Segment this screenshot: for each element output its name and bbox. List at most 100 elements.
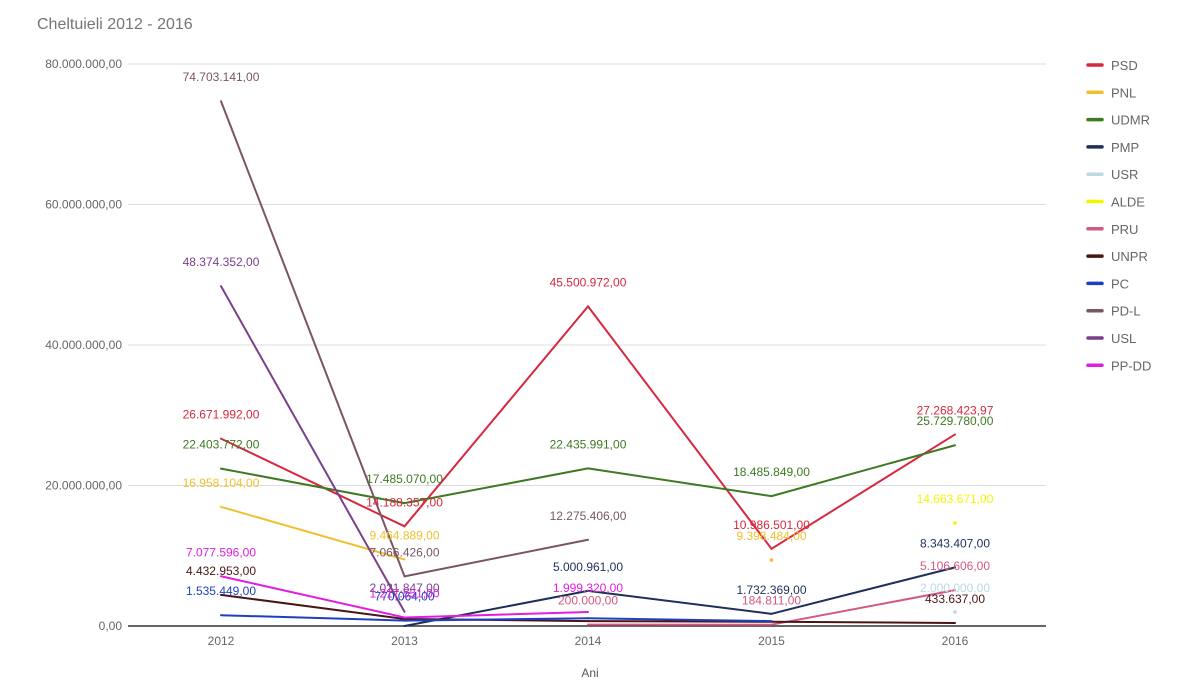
legend-label: PRU (1111, 222, 1138, 237)
series-psd-segment (587, 305, 773, 550)
data-label-pru: 200.000,00 (558, 594, 618, 608)
series-usr-point (953, 610, 957, 614)
series-pnl-segment (220, 505, 406, 561)
series-pc-segment (220, 614, 406, 622)
data-label-pd-l: 74.703.141,00 (183, 70, 260, 84)
data-label-pru: 184.811,00 (742, 594, 801, 608)
legend-label: PMP (1111, 140, 1139, 155)
legend-item-pp-dd[interactable]: PP-DD (1086, 358, 1151, 373)
series-pd-l (220, 100, 589, 578)
data-label-psd: 14.188.357,00 (366, 495, 443, 509)
data-label-udmr: 22.435.991,00 (550, 437, 627, 451)
y-tick-label: 60.000.000,00 (45, 198, 122, 212)
series-udmr-segment (403, 467, 589, 505)
chart-title: Cheltuieli 2012 - 2016 (37, 16, 193, 33)
data-label-unpr: 4.432.953,00 (186, 564, 256, 578)
data-label-pd-l: 12.275.406,00 (550, 509, 627, 523)
data-label-udmr: 17.485.070,00 (366, 472, 443, 486)
data-label-unpr: 433.637,00 (925, 592, 985, 606)
data-label-pnl: 16.958.104,00 (183, 476, 260, 490)
data-label-pc: 1.535.449,00 (186, 584, 256, 598)
data-label-pru: 5.106.606,00 (920, 559, 990, 573)
x-axis-title: Ani (581, 666, 598, 680)
legend-item-pru[interactable]: PRU (1086, 222, 1138, 237)
legend-item-usr[interactable]: USR (1086, 167, 1138, 182)
legend-item-psd[interactable]: PSD (1086, 58, 1138, 73)
x-tick-label: 2015 (758, 634, 785, 648)
series-pp-dd-segment (403, 610, 589, 619)
legend-label: PSD (1111, 58, 1138, 73)
series-usr (953, 610, 957, 614)
series-pmp-segment (770, 566, 956, 615)
data-label-pd-l: 7.066.426,00 (369, 545, 439, 559)
series-pnl (220, 505, 774, 562)
data-label-pnl: 9.398.484,00 (736, 529, 806, 543)
data-label-alde: 14.663.671,00 (917, 492, 994, 506)
legend-label: ALDE (1111, 195, 1145, 210)
series-pc-segment (587, 617, 773, 623)
legend-label: PNL (1111, 85, 1136, 100)
series-pmp (403, 566, 956, 627)
legend-item-alde[interactable]: ALDE (1086, 195, 1145, 210)
series-lines (220, 100, 957, 627)
legend-item-pd-l[interactable]: PD-L (1086, 304, 1141, 319)
series-unpr-segment (220, 593, 406, 620)
legend-item-udmr[interactable]: UDMR (1086, 113, 1150, 128)
legend-label: PD-L (1111, 304, 1141, 319)
series-usl-segment (220, 285, 406, 613)
data-label-pc: 770.064,00 (374, 590, 434, 604)
legend-label: PP-DD (1111, 358, 1151, 373)
data-label-usr: 2.000.000,00 (920, 581, 990, 595)
y-tick-label: 20.000.000,00 (45, 479, 122, 493)
data-label-udmr: 22.403.772,00 (183, 438, 260, 452)
series-pru-segment (770, 589, 956, 626)
data-label-pnl: 9.464.889,00 (369, 529, 439, 543)
y-tick-label: 40.000.000,00 (45, 338, 122, 352)
series-pc-segment (403, 617, 589, 622)
series-alde (953, 521, 957, 525)
x-tick-label: 2014 (575, 634, 602, 648)
legend-item-unpr[interactable]: UNPR (1086, 249, 1148, 264)
data-label-pmp: 5.000.961,00 (553, 560, 623, 574)
data-label-psd: 26.671.992,00 (183, 408, 260, 422)
data-label-psd: 45.500.972,00 (550, 275, 627, 289)
x-tick-label: 2012 (208, 634, 235, 648)
x-tick-label: 2013 (391, 634, 418, 648)
legend-label: USR (1111, 167, 1138, 182)
series-alde-point (953, 521, 957, 525)
x-tick-label: 2016 (942, 634, 969, 648)
series-psd-segment (403, 305, 589, 528)
data-label-usl: 2.021.847,00 (369, 581, 439, 595)
data-label-pmp: 8.343.407,00 (920, 536, 990, 550)
data-label-udmr: 18.485.849,00 (733, 465, 810, 479)
series-unpr-segment (587, 620, 773, 623)
series-udmr (220, 444, 956, 505)
series-pru (587, 589, 956, 626)
legend-label: USL (1111, 331, 1136, 346)
series-usl (220, 285, 406, 613)
series-pc (220, 614, 773, 623)
data-label-pp-dd: 1.999.320,00 (553, 581, 623, 595)
legend-item-pnl[interactable]: PNL (1086, 85, 1136, 100)
series-pmp-segment (587, 589, 773, 615)
data-labels: 26.671.992,00 14.188.357,00 45.500.972,00 1… (183, 70, 994, 607)
legend-item-usl[interactable]: USL (1086, 331, 1136, 346)
y-axis-ticks: 0,00 20.000.000,00 40.000.000,00 60.000.000… (45, 57, 122, 633)
data-label-udmr: 25.729.780,00 (917, 414, 994, 428)
series-psd-segment (220, 437, 406, 528)
data-label-pmp: 1.732.369,00 (736, 583, 806, 597)
y-tick-label: 80.000.000,00 (45, 57, 122, 71)
legend-item-pmp[interactable]: PMP (1086, 140, 1139, 155)
data-label-pp-dd: 1.217.551,00 (369, 586, 439, 600)
data-label-usl: 48.374.352,00 (183, 255, 260, 269)
series-pd-l-segment (220, 100, 406, 578)
gridlines (128, 63, 1046, 627)
legend: PSD PNL UDMR PMP USR ALDE PRU UNPR PC PD-L USL PP-D… (1086, 58, 1151, 373)
legend-item-pc[interactable]: PC (1086, 276, 1129, 291)
series-udmr-segment (587, 467, 773, 498)
series-pnl-point (769, 558, 774, 562)
data-label-psd: 27.268.423,97 (917, 403, 994, 417)
series-udmr-segment (770, 444, 956, 498)
data-label-psd: 10.986.501,00 (733, 518, 810, 532)
